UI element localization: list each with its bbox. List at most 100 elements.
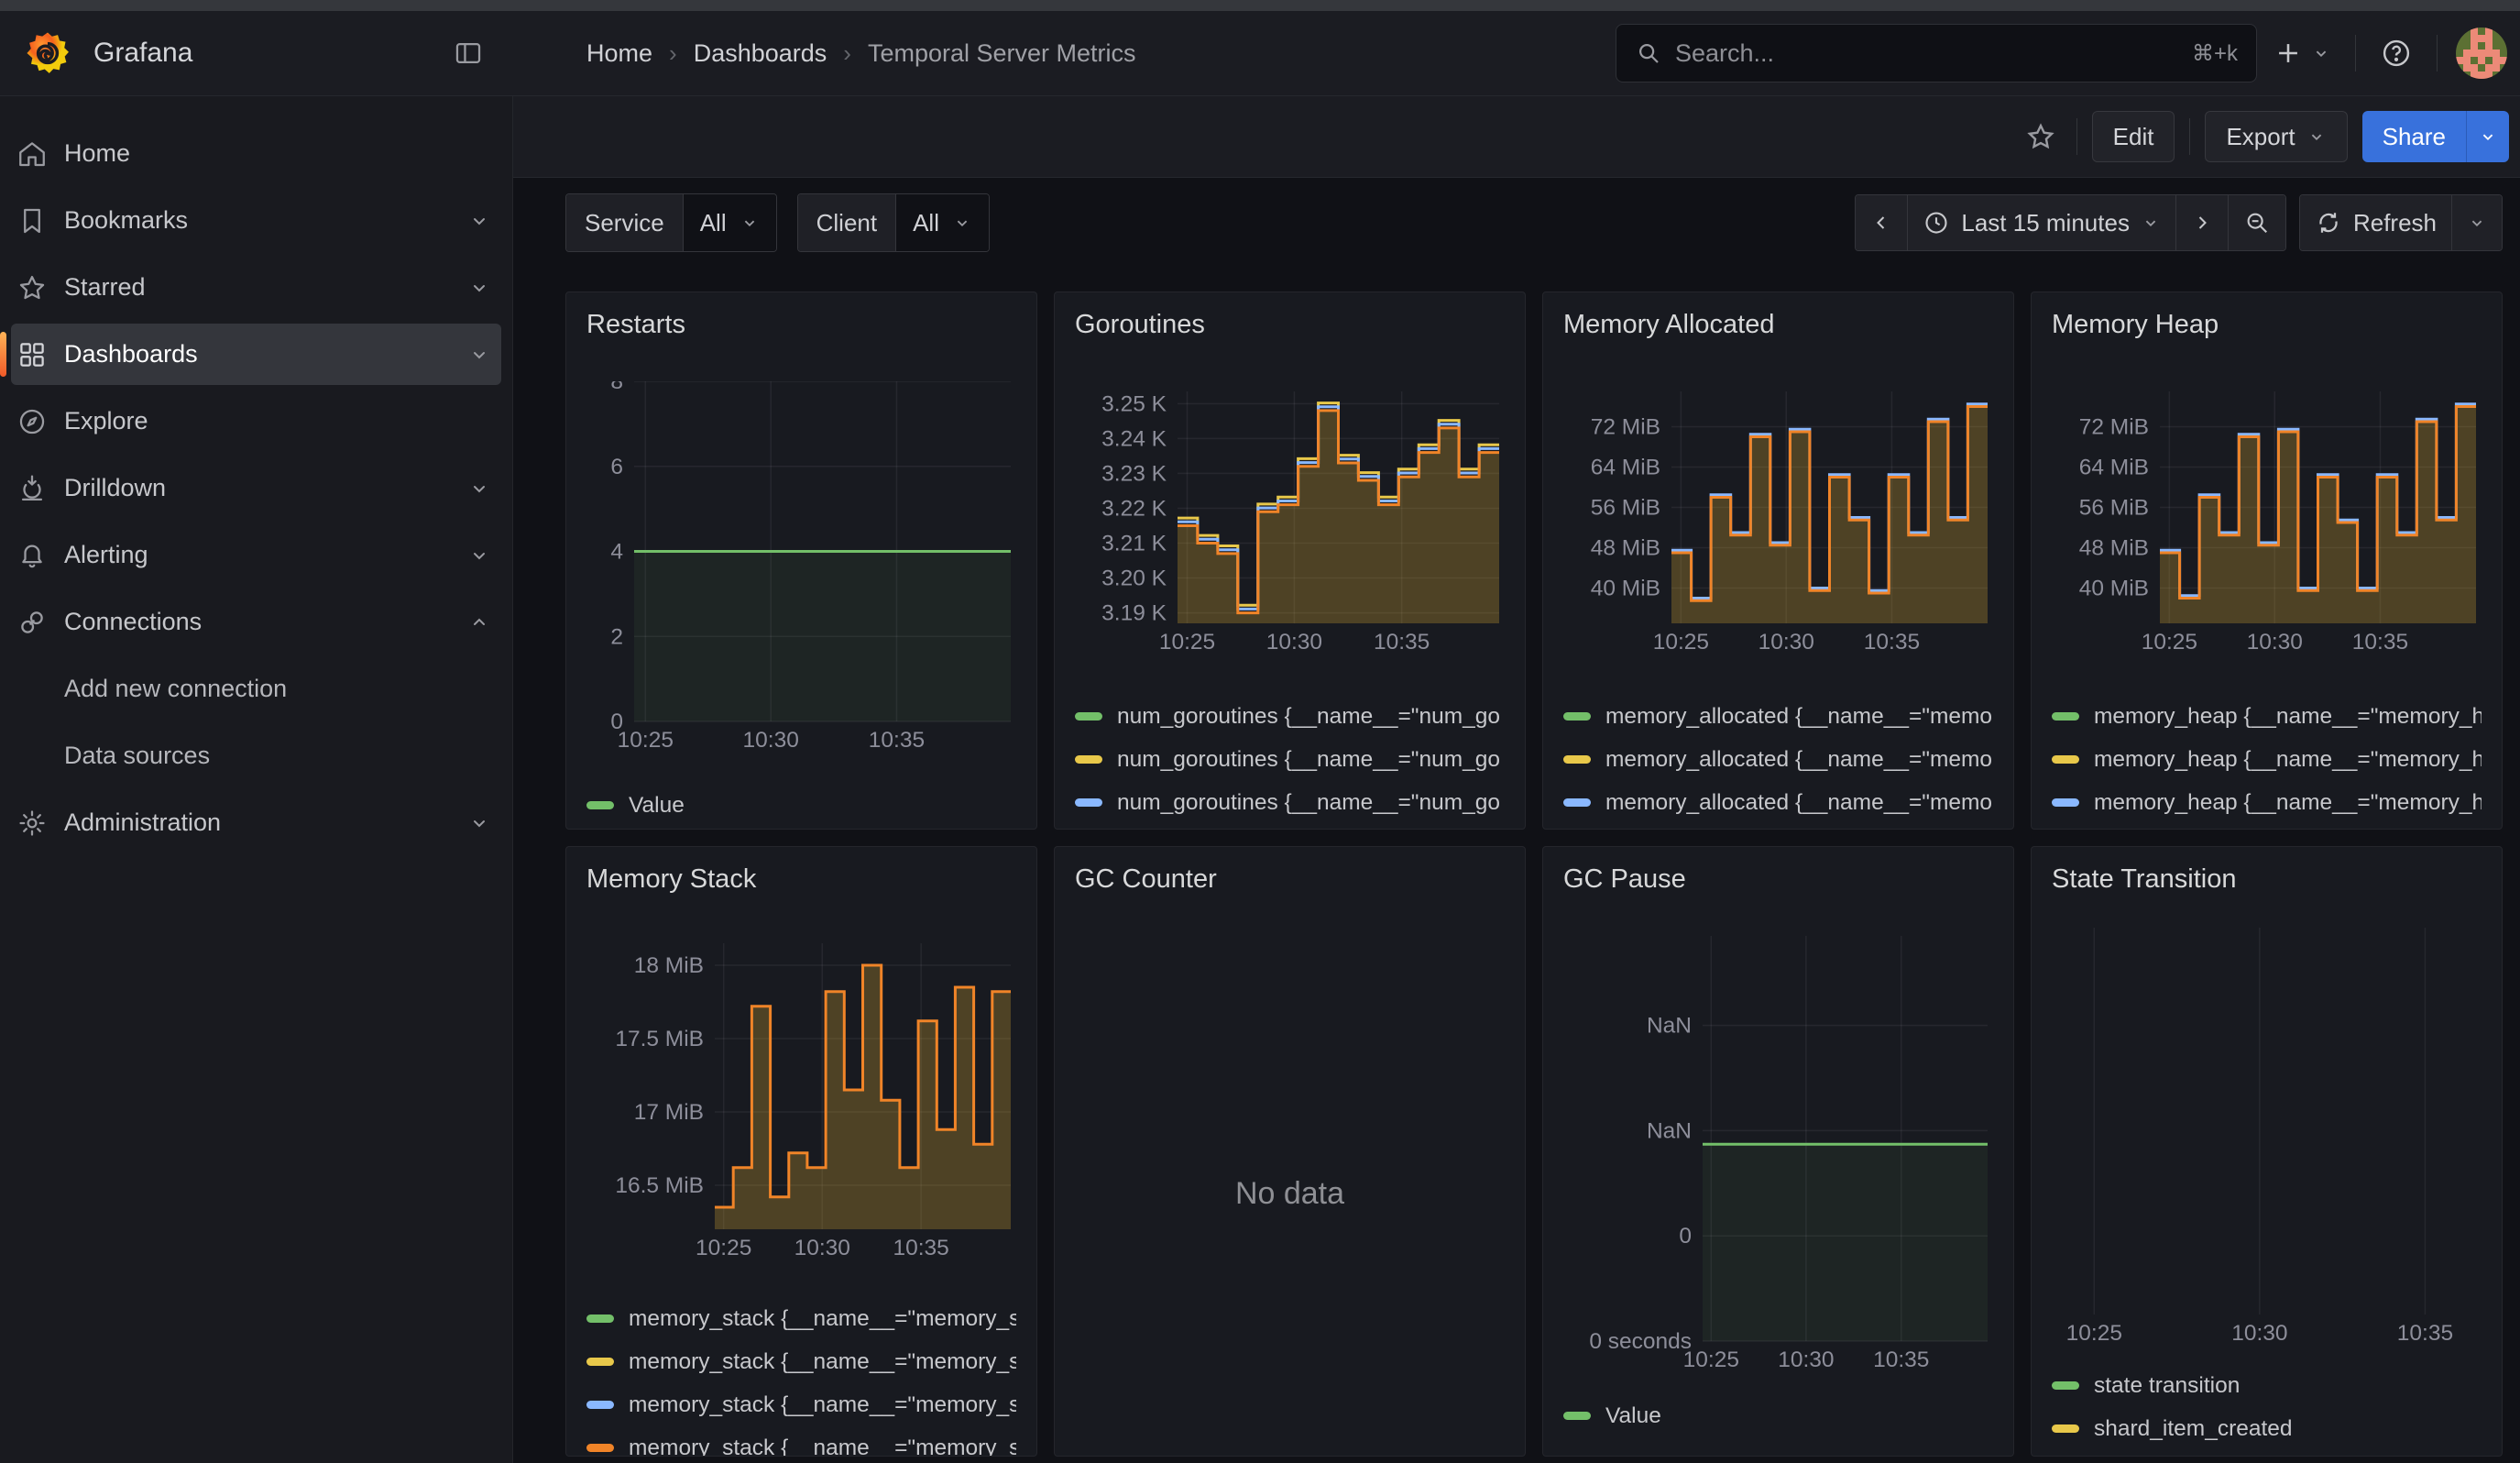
sidebar-item-home[interactable]: Home xyxy=(0,120,512,187)
svg-text:4: 4 xyxy=(610,540,623,565)
legend-label: memory_stack {__name__="memory_s xyxy=(629,1349,1016,1375)
chevron-down-icon xyxy=(2311,43,2331,63)
zoom-out-time-button[interactable] xyxy=(2229,195,2285,250)
user-avatar[interactable] xyxy=(2456,28,2507,79)
panel-title[interactable]: Memory Heap xyxy=(2052,311,2219,338)
legend-item[interactable]: memory_allocated {__name__="memo xyxy=(1563,738,1993,781)
breadcrumb-home[interactable]: Home xyxy=(586,39,652,68)
time-range-picker[interactable]: Last 15 minutes xyxy=(1908,195,2176,250)
sidebar-item-data-sources[interactable]: Data sources xyxy=(0,722,512,789)
chart-plot[interactable]: 10:2510:3010:35NaNNaN00 seconds xyxy=(1563,936,1993,1372)
sidebar-item-explore[interactable]: Explore xyxy=(0,388,512,455)
legend-label: Value xyxy=(629,793,685,819)
legend-item[interactable]: shard_item_created xyxy=(2052,1407,2482,1450)
sidebar-item-add-new-connection[interactable]: Add new connection xyxy=(0,655,512,722)
legend-item[interactable]: memory_heap {__name__="memory_h xyxy=(2052,781,2482,824)
legend-item[interactable]: memory_stack {__name__="memory_s xyxy=(586,1383,1016,1426)
chart-plot[interactable]: 10:2510:3010:35 xyxy=(2052,928,2482,1346)
svg-text:16.5 MiB: 16.5 MiB xyxy=(615,1173,704,1198)
chart-plot[interactable]: 10:2510:3010:3572 MiB64 MiB56 MiB48 MiB4… xyxy=(2052,391,2482,654)
panel-memory-allocated: Memory Allocated10:2510:3010:3572 MiB64 … xyxy=(1542,292,2014,830)
legend-item[interactable]: num_goroutines {__name__="num_go xyxy=(1075,738,1505,781)
legend-item[interactable]: memory_stack {__name__="memory_s xyxy=(586,1426,1016,1457)
header-actions xyxy=(2267,28,2507,79)
legend-item[interactable]: memory_allocated {__name__="memo xyxy=(1563,781,1993,824)
export-button[interactable]: Export xyxy=(2205,111,2347,162)
legend-item[interactable]: num_goroutines {__name__="num_go xyxy=(1075,824,1505,830)
panel-title[interactable]: Goroutines xyxy=(1075,311,1205,338)
svg-text:56 MiB: 56 MiB xyxy=(1591,496,1660,521)
sidebar-item-dashboards[interactable]: Dashboards xyxy=(0,321,512,388)
legend-item[interactable]: Value xyxy=(586,784,1016,827)
refresh-button[interactable]: Refresh xyxy=(2300,195,2452,250)
legend-item[interactable]: memory_heap {__name__="memory_h xyxy=(2052,824,2482,830)
legend-label: memory_heap {__name__="memory_h xyxy=(2094,704,2482,730)
dock-sidebar-icon[interactable] xyxy=(447,32,489,74)
brand-name: Grafana xyxy=(93,38,447,69)
panel-title[interactable]: Memory Stack xyxy=(586,865,756,893)
legend-item[interactable]: memory_heap {__name__="memory_h xyxy=(2052,738,2482,781)
legend-item[interactable]: memory_allocated {__name__="memo xyxy=(1563,824,1993,830)
panel-legend: memory_heap {__name__="memory_hmemory_he… xyxy=(2052,695,2482,830)
breadcrumb-separator: › xyxy=(669,39,677,68)
legend-item[interactable]: num_goroutines {__name__="num_go xyxy=(1075,781,1505,824)
sidebar-item-connections[interactable]: Connections xyxy=(0,588,512,655)
svg-text:40 MiB: 40 MiB xyxy=(2079,577,2149,601)
svg-text:8: 8 xyxy=(610,381,623,394)
legend-color-chip xyxy=(1075,755,1102,764)
refresh-interval-chevron[interactable] xyxy=(2452,195,2502,250)
svg-text:0 seconds: 0 seconds xyxy=(1589,1329,1692,1354)
time-shift-back-button[interactable] xyxy=(1856,195,1908,250)
svg-text:3.20 K: 3.20 K xyxy=(1101,566,1167,591)
legend-label: num_goroutines {__name__="num_go xyxy=(1117,704,1500,730)
legend-item[interactable]: memory_stack {__name__="memory_s xyxy=(586,1297,1016,1340)
svg-text:72 MiB: 72 MiB xyxy=(1591,415,1660,440)
panel-title[interactable]: GC Pause xyxy=(1563,865,1686,893)
divider xyxy=(2189,118,2190,155)
search-input[interactable]: Search... ⌘+k xyxy=(1616,24,2257,82)
sidebar-item-bookmarks[interactable]: Bookmarks xyxy=(0,187,512,254)
sidebar-item-drilldown[interactable]: Drilldown xyxy=(0,455,512,522)
edit-button[interactable]: Edit xyxy=(2092,111,2175,162)
chevron-down-icon xyxy=(468,544,490,566)
legend-label: memory_allocated {__name__="memo xyxy=(1605,747,1992,773)
panel-legend: num_goroutines {__name__="num_go num_goro… xyxy=(1075,695,1505,830)
help-icon[interactable] xyxy=(2374,31,2418,75)
legend-item[interactable]: memory_allocated {__name__="memo xyxy=(1563,695,1993,738)
sidebar-item-administration[interactable]: Administration xyxy=(0,789,512,856)
svg-text:0: 0 xyxy=(610,710,623,734)
panel-title[interactable]: GC Counter xyxy=(1075,865,1217,893)
client-variable-value[interactable]: All xyxy=(896,194,989,251)
legend-color-chip xyxy=(2052,755,2079,764)
panel-title[interactable]: Memory Allocated xyxy=(1563,311,1775,338)
breadcrumb-dashboards[interactable]: Dashboards xyxy=(694,39,827,68)
sidebar-item-starred[interactable]: Starred xyxy=(0,254,512,321)
chart-plot[interactable]: 10:2510:3010:3572 MiB64 MiB56 MiB48 MiB4… xyxy=(1563,391,1993,654)
panel-title[interactable]: Restarts xyxy=(586,311,685,338)
time-shift-forward-button[interactable] xyxy=(2176,195,2229,250)
svg-text:10:35: 10:35 xyxy=(2352,630,2408,654)
svg-text:48 MiB: 48 MiB xyxy=(1591,536,1660,561)
service-variable-value[interactable]: All xyxy=(684,194,776,251)
legend-item[interactable]: state transition xyxy=(2052,1364,2482,1407)
svg-text:17 MiB: 17 MiB xyxy=(634,1100,704,1125)
legend-label: num_goroutines {__name__="num_go xyxy=(1117,790,1500,816)
chart-plot[interactable]: 10:2510:3010:3518 MiB17.5 MiB17 MiB16.5 … xyxy=(586,943,1016,1260)
chart-plot[interactable]: 10:2510:3010:353.25 K3.24 K3.23 K3.22 K3… xyxy=(1075,391,1505,654)
legend-item[interactable]: Value xyxy=(1563,1394,1993,1437)
svg-text:3.19 K: 3.19 K xyxy=(1101,601,1167,626)
legend-item[interactable]: memory_stack {__name__="memory_s xyxy=(586,1340,1016,1383)
chevron-down-icon xyxy=(2478,126,2498,147)
legend-color-chip xyxy=(2052,1424,2079,1433)
sidebar-item-alerting[interactable]: Alerting xyxy=(0,522,512,588)
panel-title[interactable]: State Transition xyxy=(2052,865,2237,893)
chart-plot[interactable]: 10:2510:3010:3586420 xyxy=(586,381,1016,753)
share-button[interactable]: Share xyxy=(2362,111,2466,162)
chevron-right-icon xyxy=(2191,212,2213,234)
favorite-star-icon[interactable] xyxy=(2020,116,2062,158)
sidebar: HomeBookmarksStarredDashboardsExploreDri… xyxy=(0,96,513,1463)
share-menu-chevron[interactable] xyxy=(2466,111,2509,162)
legend-item[interactable]: num_goroutines {__name__="num_go xyxy=(1075,695,1505,738)
legend-item[interactable]: memory_heap {__name__="memory_h xyxy=(2052,695,2482,738)
add-new-button[interactable] xyxy=(2267,32,2337,74)
